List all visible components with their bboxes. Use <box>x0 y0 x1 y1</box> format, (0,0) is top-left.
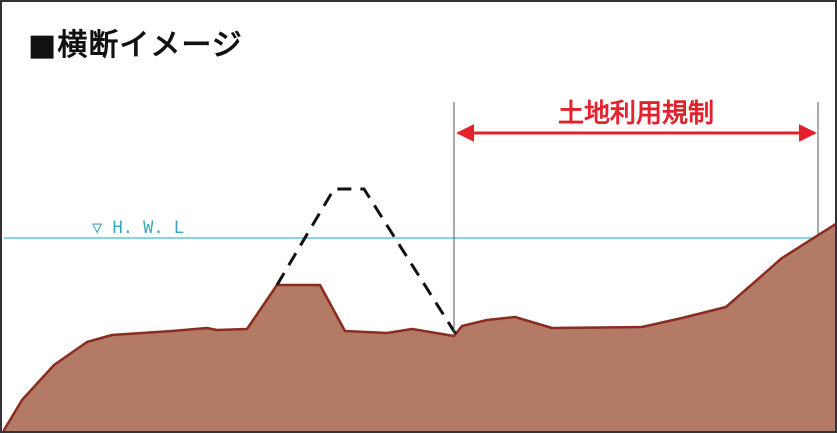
water-level-label: ▽ H. W. L <box>92 218 184 238</box>
ground-profile <box>2 223 835 431</box>
regulation-area-label: 土地利用規制 <box>558 99 714 129</box>
dashed-levee-outline <box>275 187 459 337</box>
figure-title: ■横断イメージ <box>28 28 243 63</box>
